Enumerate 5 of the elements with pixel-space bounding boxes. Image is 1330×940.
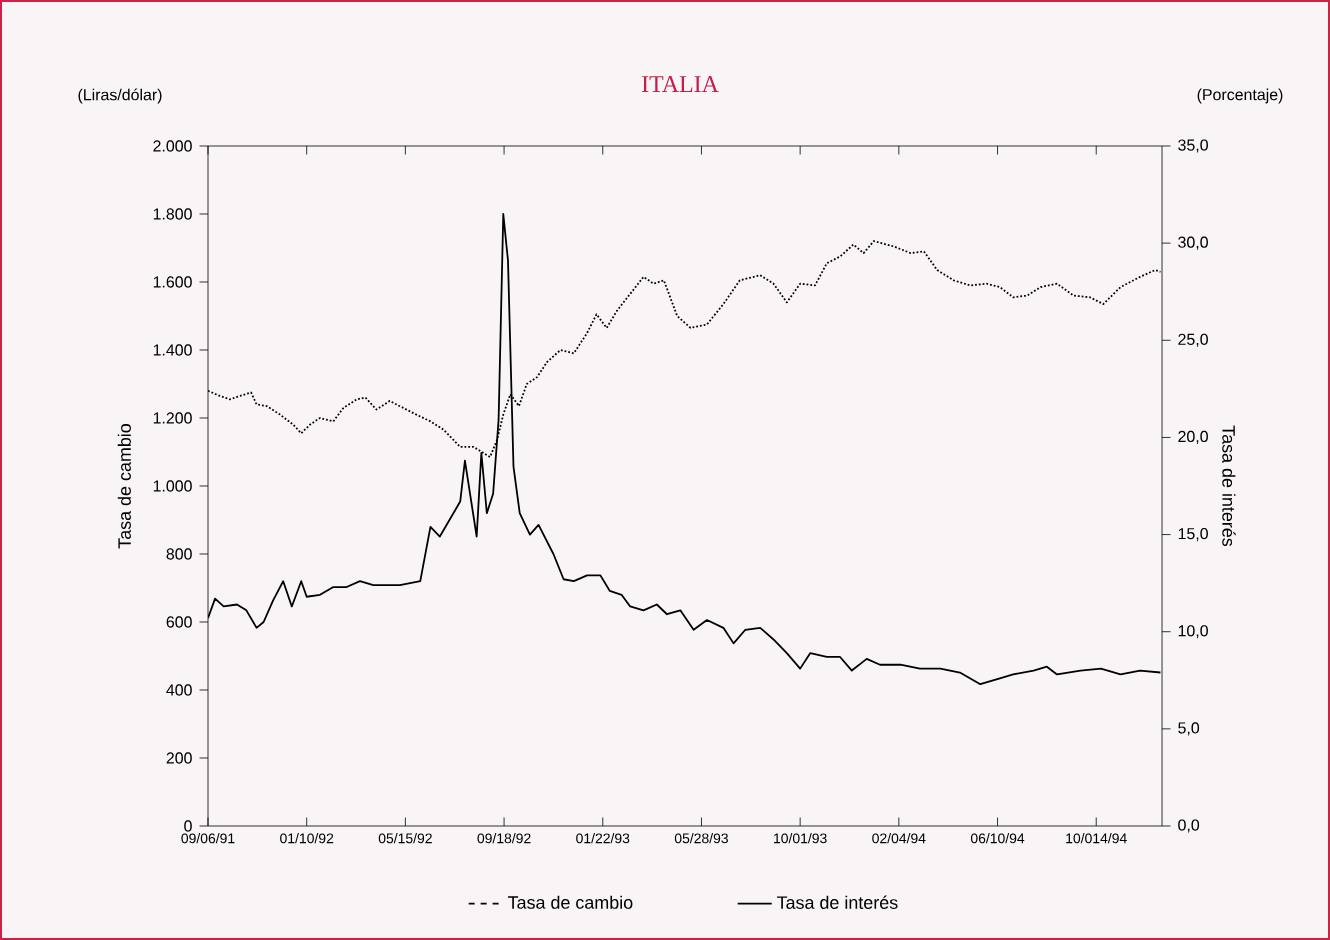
y-axis-title: Tasa de cambio bbox=[117, 423, 131, 549]
y2-axis-title: Tasa de interés bbox=[1222, 425, 1236, 547]
chart-title: ITALIA bbox=[642, 76, 719, 92]
legend-label: Tasa de cambio bbox=[508, 895, 633, 909]
legend-label: Tasa de interés bbox=[777, 895, 898, 909]
